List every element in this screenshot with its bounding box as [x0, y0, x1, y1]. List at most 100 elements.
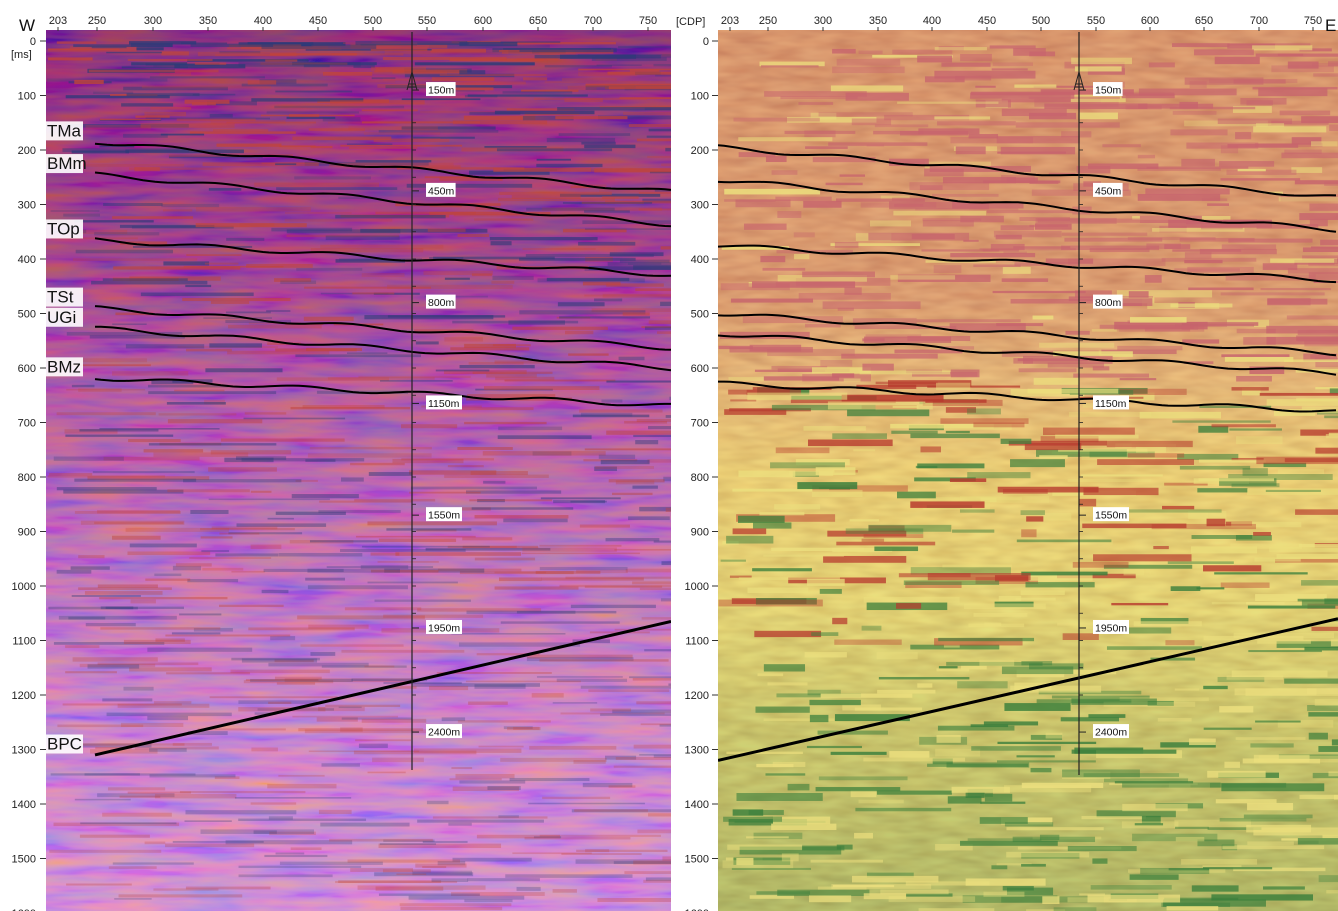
- reflector-band: [48, 49, 137, 52]
- attribute-patch: [1058, 448, 1148, 452]
- attribute-patch: [1119, 697, 1209, 702]
- reflector-band: [491, 280, 515, 284]
- attribute-patch: [1233, 867, 1326, 872]
- reflector-band: [540, 497, 621, 500]
- attribute-patch: [1228, 474, 1333, 480]
- attribute-patch: [765, 155, 787, 163]
- reflector-band: [125, 527, 230, 532]
- horizon-label: UGi: [47, 308, 76, 327]
- attribute-patch: [970, 91, 1075, 96]
- attribute-patch: [1006, 177, 1038, 183]
- attribute-patch: [1231, 670, 1328, 678]
- attribute-patch: [1004, 822, 1054, 827]
- attribute-patch: [1275, 559, 1338, 563]
- reflector-band: [286, 234, 399, 238]
- reflector-band: [48, 57, 93, 61]
- reflector-band: [474, 515, 569, 519]
- reflector-band: [185, 810, 297, 815]
- attribute-patch: [809, 699, 861, 706]
- reflector-band: [186, 254, 242, 256]
- reflector-band: [580, 412, 633, 417]
- reflector-band: [259, 79, 297, 84]
- reflector-band: [158, 413, 237, 416]
- reflector-band: [295, 354, 421, 358]
- horizon-label-bg: [46, 307, 83, 327]
- reflector-band: [350, 462, 405, 466]
- reflector-band: [553, 500, 605, 504]
- reflector-band: [606, 380, 671, 383]
- time-tick-label: 1600: [685, 908, 709, 911]
- attribute-patch: [1125, 105, 1162, 110]
- reflector-band: [509, 777, 590, 782]
- reflector-band: [665, 507, 671, 512]
- attribute-patch: [1172, 420, 1271, 423]
- reflector-band: [179, 613, 222, 616]
- reflector-band: [512, 852, 592, 855]
- attribute-patch: [1263, 462, 1307, 468]
- reflector-band: [304, 729, 429, 734]
- reflector-band: [47, 358, 147, 363]
- reflector-band: [627, 262, 662, 265]
- reflector-band: [444, 474, 549, 478]
- reflector-band: [267, 783, 337, 789]
- reflector-band: [660, 598, 671, 602]
- attribute-patch: [1010, 685, 1102, 693]
- attribute-patch: [1170, 586, 1201, 591]
- attribute-patch: [968, 134, 999, 139]
- reflector-band: [71, 150, 129, 154]
- attribute-patch: [1287, 61, 1319, 69]
- time-tick-label: 1300: [685, 745, 709, 757]
- reflector-band: [147, 384, 229, 388]
- attribute-patch: [759, 61, 825, 67]
- reflector-band: [624, 420, 668, 424]
- reflector-band: [562, 228, 627, 233]
- attribute-patch: [747, 587, 809, 594]
- attribute-patch: [1002, 489, 1048, 494]
- reflector-band: [243, 417, 346, 420]
- reflector-band: [112, 371, 189, 376]
- depth-label: 1150m: [1095, 398, 1127, 410]
- reflector-band: [300, 644, 404, 647]
- reflector-band: [663, 476, 671, 482]
- attribute-patch: [1071, 698, 1157, 705]
- reflector-band: [613, 765, 671, 768]
- reflector-band: [498, 197, 615, 202]
- depth-label: 1550m: [1095, 510, 1127, 522]
- reflector-band: [310, 651, 336, 656]
- reflector-band: [48, 606, 138, 610]
- attribute-patch: [1166, 906, 1219, 911]
- attribute-patch: [952, 201, 1024, 209]
- attribute-patch: [1301, 600, 1338, 606]
- attribute-patch: [1311, 63, 1338, 67]
- attribute-patch: [1221, 354, 1290, 358]
- attribute-patch: [1334, 258, 1338, 264]
- reflector-band: [308, 750, 420, 753]
- attribute-patch: [914, 477, 976, 482]
- attribute-patch: [970, 92, 1075, 99]
- horizon-line: [94, 171, 671, 228]
- reflector-band: [401, 98, 481, 101]
- attribute-patch: [889, 201, 990, 210]
- reflector-band: [214, 776, 240, 780]
- reflector-band: [552, 889, 577, 893]
- attribute-patch: [897, 274, 991, 282]
- attribute-patch: [858, 799, 904, 804]
- attribute-patch: [836, 541, 936, 546]
- reflector-band: [605, 538, 660, 542]
- attribute-patch: [1203, 685, 1228, 690]
- attribute-patch: [890, 423, 994, 429]
- reflector-band: [93, 91, 134, 95]
- attribute-patch: [1247, 605, 1336, 609]
- reflector-band: [436, 672, 552, 674]
- reflector-band: [597, 115, 671, 120]
- cdp-tick-label: 300: [814, 15, 832, 27]
- attribute-patch: [735, 199, 791, 208]
- reflector-band: [535, 570, 601, 574]
- reflector-band: [279, 145, 316, 148]
- attribute-patch: [861, 625, 882, 631]
- attribute-patch: [732, 809, 764, 816]
- reflector-band: [63, 213, 100, 217]
- attribute-patch: [1209, 782, 1287, 788]
- reflector-band: [90, 749, 158, 754]
- reflector-band: [274, 659, 314, 663]
